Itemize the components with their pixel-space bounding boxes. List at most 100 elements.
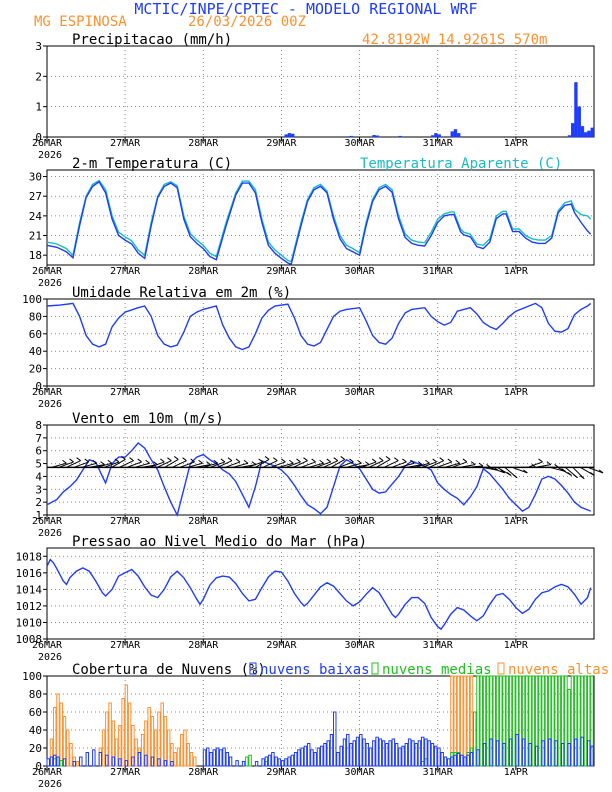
clouds-bar [375,736,379,767]
wind-barb-head [303,457,308,462]
clouds-bar [336,752,340,767]
precip-bar [584,132,588,138]
clouds-bar [505,675,510,767]
clouds-bar [300,747,304,767]
clouds-bar [329,734,334,767]
wind-barb-head [333,457,339,462]
rh-line [46,302,592,351]
wind-barb [217,460,233,468]
precip-bar [437,134,441,138]
clouds-bar [365,743,370,767]
wind-xtick-label: 1APR [504,516,529,527]
precip-frame [46,45,595,138]
rh-xtick-label: 28MAR [188,387,219,398]
wind-barb [179,461,195,468]
wind-title: Vento em 10m (m/s) [72,411,224,427]
precip-bar [577,106,581,138]
run-date-label: 26/03/2026 00Z [188,14,306,30]
wind-barb [73,461,89,468]
temp-xtick-label: 30MAR [345,266,376,277]
clouds-legend-swatch [497,662,505,675]
wind-barb [512,466,528,474]
clouds-bar [85,752,90,767]
precip-xtick-label: 29MAR [266,138,297,149]
wind-barb-head [371,458,377,463]
clouds-xtick-label: 30MAR [345,767,376,778]
clouds-bar [417,740,422,767]
clouds-bar [264,756,269,767]
clouds-bar [134,738,138,767]
wind-barb [436,461,452,468]
clouds-bar [98,752,103,767]
temp-year-label: 2026 [38,278,62,289]
wind-barb [171,460,187,468]
clouds-bar [473,711,477,767]
clouds-bar [186,743,190,767]
wind-barb-head [272,457,278,462]
precip-bar [398,135,402,138]
clouds-bar [401,745,405,767]
temp-xtick-label: 27MAR [110,266,141,277]
clouds-bar [394,743,399,767]
clouds-ytick-label: 60 [29,706,42,719]
clouds-panel: 26MAR 27MAR 28MAR 29MAR 30MAR 31MAR 1APR 2026 0 2… [22,662,609,790]
clouds-year-label: 2026 [38,779,62,790]
clouds-title: Cobertura de Nuvens (%) [72,662,266,678]
clouds-bar [316,747,321,767]
clouds-bar [404,743,409,767]
wind-barb-head [567,472,572,476]
rh-panel: 26MAR 27MAR 28MAR 29MAR 30MAR 31MAR 1APR 2026 0 2… [22,285,595,410]
clouds-ytick-label: 0 [35,760,42,773]
wind-barb [338,461,354,468]
clouds-bar [111,756,116,767]
wind-barb-head [349,458,354,463]
pressure-xtick-label: 29MAR [266,640,297,651]
wind-barb-head [251,461,257,466]
clouds-bar [293,752,298,767]
precip-title: Precipitacao (mm/h) [72,32,232,48]
clouds-bar [359,734,363,767]
clouds-bar [248,754,252,767]
clouds-bar [564,675,568,767]
clouds-bar [287,756,291,767]
clouds-bar [333,711,337,767]
clouds-bar [219,749,223,767]
wind-barb [111,458,126,468]
wind-barb-head [296,458,301,463]
clouds-bar [108,702,112,767]
temp-ytick-label: 21 [29,230,42,243]
clouds-bar [349,743,353,767]
wind-xtick-label: 26MAR [32,516,63,527]
clouds-xtick-label: 1APR [504,767,529,778]
clouds-bar [499,675,503,767]
clouds-bar [446,758,451,767]
precip-ytick-label: 0 [35,131,42,144]
wind-xtick-label: 28MAR [188,516,219,527]
rh-xtick-label: 31MAR [423,387,454,398]
clouds-bar [437,747,441,767]
clouds-bar [153,729,158,767]
rh-ytick-label: 40 [29,345,42,358]
precip-ytick-label: 2 [35,70,42,83]
clouds-bar [495,740,500,767]
clouds-bar [105,754,109,767]
wind-barb [58,461,74,468]
wind-barb-head [385,456,391,460]
clouds-bar [215,747,220,767]
wind-barb-head [538,458,543,463]
wind-ytick-label: 6 [35,445,42,458]
clouds-bar [179,734,184,767]
clouds-bar [398,747,402,767]
pressure-xtick-label: 30MAR [345,640,376,651]
rh-xtick-label: 26MAR [32,387,63,398]
wind-barb-head [206,461,211,466]
clouds-bar [547,738,552,767]
clouds-bar [189,752,194,767]
clouds-bar [508,738,513,767]
clouds-ytick-label: 80 [29,688,42,701]
wind-ytick-label: 1 [35,509,42,522]
wind-barb-head [512,474,518,479]
pressure-xtick-label: 26MAR [32,640,63,651]
wind-barb-head [137,458,142,463]
